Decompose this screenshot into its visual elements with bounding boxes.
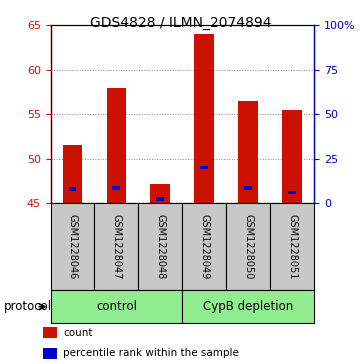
Bar bbox=[194, 34, 214, 203]
FancyBboxPatch shape bbox=[226, 203, 270, 290]
Bar bbox=[151, 184, 170, 203]
Text: CypB depletion: CypB depletion bbox=[203, 300, 293, 313]
FancyBboxPatch shape bbox=[182, 290, 314, 323]
Bar bbox=[69, 187, 77, 191]
Text: control: control bbox=[96, 300, 137, 313]
Bar bbox=[62, 146, 82, 203]
Text: GSM1228051: GSM1228051 bbox=[287, 214, 297, 280]
FancyBboxPatch shape bbox=[51, 203, 95, 290]
Text: count: count bbox=[63, 328, 92, 338]
Text: GSM1228046: GSM1228046 bbox=[68, 214, 78, 280]
Bar bbox=[43, 327, 57, 338]
Bar bbox=[244, 186, 252, 190]
Text: GSM1228048: GSM1228048 bbox=[155, 214, 165, 280]
Text: GSM1228050: GSM1228050 bbox=[243, 214, 253, 280]
FancyBboxPatch shape bbox=[182, 203, 226, 290]
Bar bbox=[113, 186, 120, 190]
FancyBboxPatch shape bbox=[138, 203, 182, 290]
FancyBboxPatch shape bbox=[270, 203, 314, 290]
Bar bbox=[288, 191, 296, 195]
Text: GSM1228047: GSM1228047 bbox=[112, 214, 121, 280]
Bar bbox=[106, 88, 126, 203]
Text: percentile rank within the sample: percentile rank within the sample bbox=[63, 348, 239, 358]
Bar bbox=[156, 197, 164, 201]
Text: protocol: protocol bbox=[4, 300, 52, 313]
FancyBboxPatch shape bbox=[95, 203, 138, 290]
Text: GDS4828 / ILMN_2074894: GDS4828 / ILMN_2074894 bbox=[90, 16, 271, 30]
Bar bbox=[238, 101, 258, 203]
Bar bbox=[43, 348, 57, 359]
Bar bbox=[200, 166, 208, 170]
FancyBboxPatch shape bbox=[51, 290, 182, 323]
Bar bbox=[282, 110, 302, 203]
Text: GSM1228049: GSM1228049 bbox=[199, 214, 209, 280]
